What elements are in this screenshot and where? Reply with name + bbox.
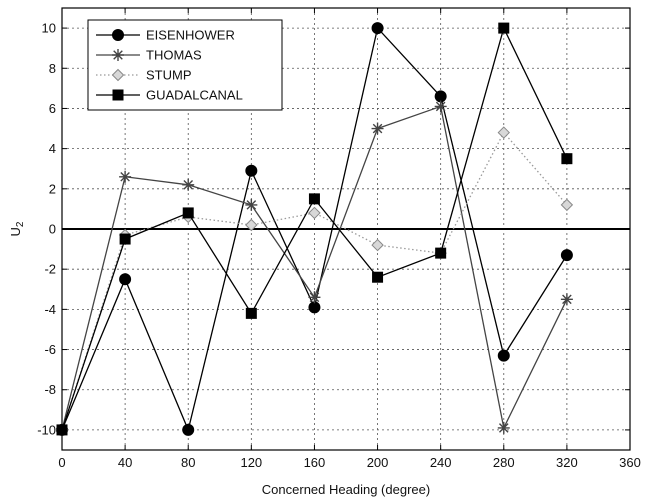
legend-marker-diamond <box>111 68 125 82</box>
data-point-eisenhower <box>119 273 132 286</box>
series-guadalcanal <box>56 22 573 436</box>
data-point-guadalcanal <box>245 307 257 319</box>
data-point-thomas <box>308 291 321 304</box>
y-tick-label: 10 <box>42 21 56 36</box>
y-tick-label: 0 <box>49 222 56 237</box>
data-point-thomas <box>245 198 258 211</box>
data-point-eisenhower <box>497 349 510 362</box>
legend-entry-guadalcanal: GUADALCANAL <box>96 88 243 103</box>
y-tick-label: 8 <box>49 61 56 76</box>
y-tick-label: -8 <box>44 382 56 397</box>
series-line-stump <box>61 131 568 431</box>
legend-label: EISENHOWER <box>146 28 235 43</box>
data-point-eisenhower <box>182 423 195 436</box>
data-point-thomas <box>560 293 573 306</box>
data-point-stump <box>497 126 510 139</box>
data-point-thomas <box>434 100 447 113</box>
y-tick-label: -6 <box>44 342 56 357</box>
data-point-eisenhower <box>560 249 573 262</box>
data-point-eisenhower <box>434 90 447 103</box>
y-tick-label: -4 <box>44 302 56 317</box>
data-point-guadalcanal <box>561 153 573 165</box>
x-tick-label: 0 <box>58 455 65 470</box>
y-axis-label: U2 <box>8 221 26 236</box>
x-tick-label: 360 <box>619 455 641 470</box>
x-tick-label: 160 <box>304 455 326 470</box>
legend-marker-circle <box>112 29 124 41</box>
y-tick-labels: -10 -8 -6 -4 -2 0 2 4 6 8 10 <box>37 21 630 437</box>
data-point-stump <box>245 218 258 232</box>
x-tick-label: 40 <box>118 455 132 470</box>
y-tick-label: 6 <box>49 101 56 116</box>
y-tick-label: -2 <box>44 262 56 277</box>
data-point-guadalcanal <box>498 22 510 34</box>
data-point-thomas <box>497 421 510 434</box>
data-point-stump <box>371 238 384 252</box>
data-point-guadalcanal <box>435 247 447 259</box>
x-tick-label: 200 <box>367 455 389 470</box>
data-point-eisenhower <box>371 22 384 35</box>
legend-label: THOMAS <box>146 48 202 63</box>
legend-entry-eisenhower: EISENHOWER <box>96 28 235 43</box>
data-point-stump <box>308 206 321 220</box>
data-point-thomas <box>182 178 195 191</box>
x-tick-label: 120 <box>240 455 262 470</box>
legend: EISENHOWER THOMAS STUMP GUADALCANAL <box>87 19 283 111</box>
data-point-thomas <box>371 122 384 135</box>
legend-label: STUMP <box>146 68 192 83</box>
data-point-guadalcanal <box>119 233 131 245</box>
x-tick-labels: 0 40 80 120 160 200 240 280 320 360 <box>58 8 641 470</box>
data-point-eisenhower <box>245 164 258 177</box>
series-group <box>55 22 574 437</box>
legend-marker-square <box>112 89 124 101</box>
x-tick-label: 240 <box>430 455 452 470</box>
y-tick-label: 4 <box>49 141 56 156</box>
x-axis-label: Concerned Heading (degree) <box>262 482 430 497</box>
data-point-guadalcanal <box>182 207 194 219</box>
x-tick-label: 280 <box>493 455 515 470</box>
data-point-thomas <box>119 170 132 183</box>
x-tick-label: 80 <box>181 455 195 470</box>
y-axis-label-main: U <box>8 227 23 236</box>
data-point-eisenhower <box>308 301 321 314</box>
legend-label: GUADALCANAL <box>146 88 243 103</box>
data-point-guadalcanal <box>308 193 320 205</box>
y-tick-label: -10 <box>37 422 56 437</box>
y-tick-label: 2 <box>49 181 56 196</box>
legend-entry-stump: STUMP <box>96 68 192 83</box>
data-point-stump <box>560 198 574 212</box>
legend-marker-star <box>112 49 124 61</box>
legend-entry-thomas: THOMAS <box>96 48 202 63</box>
y-axis-label-subscript: 2 <box>15 221 26 227</box>
data-point-guadalcanal <box>372 271 384 283</box>
x-tick-label: 320 <box>556 455 578 470</box>
